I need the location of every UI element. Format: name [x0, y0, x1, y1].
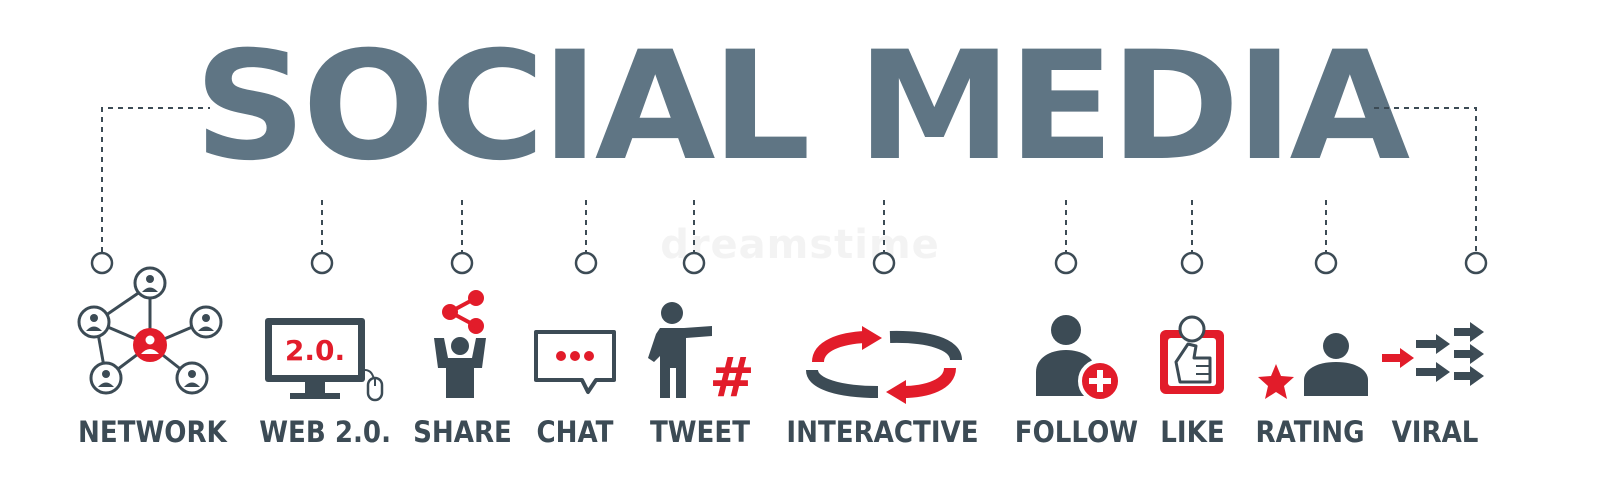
user-plus-icon — [1036, 315, 1122, 403]
viral-arrows-icon — [1382, 322, 1484, 386]
share-icon — [434, 290, 486, 398]
network-icon — [77, 266, 223, 395]
monitor-screen-text: 2.0. — [285, 334, 345, 367]
cycle-arrows-icon — [806, 326, 962, 404]
label-network: NETWORK — [78, 415, 227, 449]
label-web: WEB 2.0. — [259, 415, 392, 449]
label-chat: CHAT — [536, 415, 614, 449]
label-rating: RATING — [1255, 415, 1365, 449]
label-viral: VIRAL — [1391, 415, 1479, 449]
star-user-icon — [1258, 333, 1368, 399]
label-like: LIKE — [1160, 415, 1225, 449]
thumbs-up-icon — [1160, 315, 1224, 394]
monitor-icon: 2.0. — [265, 318, 384, 402]
page-title: SOCIAL MEDIA — [193, 20, 1410, 194]
label-follow: FOLLOW — [1014, 415, 1139, 449]
label-interactive: INTERACTIVE — [786, 415, 979, 449]
hashtag-icon: # — [648, 302, 755, 409]
label-share: SHARE — [413, 415, 512, 449]
chat-icon — [534, 330, 616, 394]
label-tweet: TWEET — [649, 415, 751, 449]
svg-text:#: # — [709, 346, 754, 409]
